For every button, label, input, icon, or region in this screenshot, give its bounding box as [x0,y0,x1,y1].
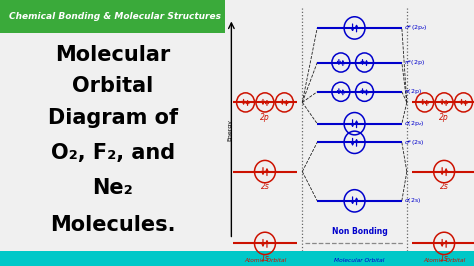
Text: 2p: 2p [439,113,449,122]
Text: 2p: 2p [260,113,270,122]
Text: $\sigma$(2p$_z$): $\sigma$(2p$_z$) [404,119,425,128]
Text: Ne₂: Ne₂ [92,177,133,198]
Text: Atomic Orbital: Atomic Orbital [244,258,286,263]
FancyBboxPatch shape [225,251,474,266]
Text: Non Bonding: Non Bonding [332,227,387,236]
FancyBboxPatch shape [0,0,225,33]
Text: O₂, F₂, and: O₂, F₂, and [51,143,174,163]
Text: Atomic Orbital: Atomic Orbital [423,258,465,263]
Text: 2s: 2s [440,182,448,191]
Text: 2s: 2s [261,182,269,191]
FancyBboxPatch shape [0,251,225,266]
Text: Diagram of: Diagram of [47,108,178,128]
Text: $\sigma$(2s): $\sigma$(2s) [404,196,422,205]
Text: $\sigma$*(2p$_z$): $\sigma$*(2p$_z$) [404,23,428,32]
Text: Molecular: Molecular [55,44,170,65]
Text: Chemical Bonding & Molecular Structures: Chemical Bonding & Molecular Structures [9,12,221,21]
Text: $\pi$*(2p): $\pi$*(2p) [404,58,426,67]
Text: Orbital: Orbital [72,76,153,97]
Text: $\sigma$*(2s): $\sigma$*(2s) [404,138,425,147]
Text: Molecular Orbital: Molecular Orbital [334,258,385,263]
Text: Molecules.: Molecules. [50,215,175,235]
Text: 1s: 1s [440,254,448,263]
Text: 1s: 1s [261,254,269,263]
Text: $\pi$(2p): $\pi$(2p) [404,87,422,96]
Text: Energy: Energy [227,119,232,141]
